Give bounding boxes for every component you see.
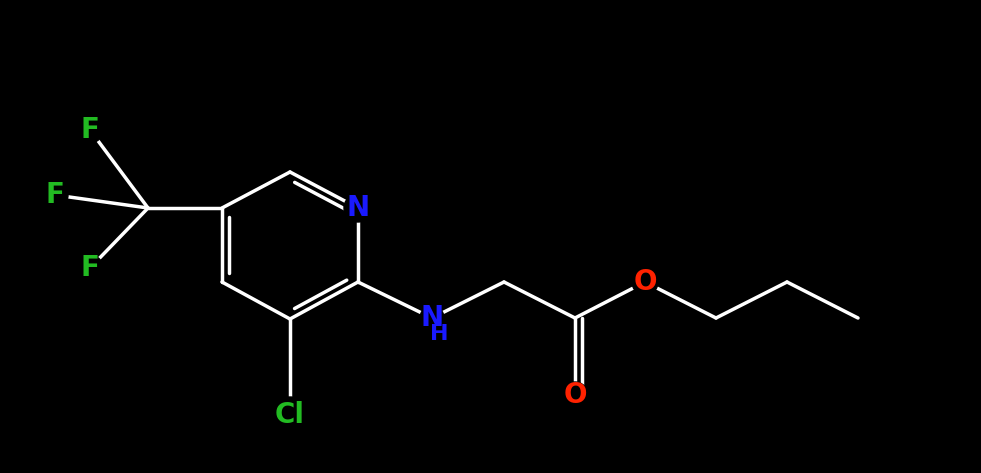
Circle shape [429, 324, 449, 344]
Text: Cl: Cl [275, 401, 305, 429]
Circle shape [77, 255, 103, 281]
Circle shape [272, 397, 308, 433]
Text: F: F [80, 254, 99, 282]
Circle shape [42, 182, 68, 208]
Circle shape [632, 269, 658, 295]
Circle shape [562, 382, 588, 408]
Circle shape [420, 306, 444, 330]
Text: F: F [80, 116, 99, 144]
Text: N: N [346, 194, 370, 222]
Circle shape [77, 117, 103, 143]
Text: N: N [421, 304, 443, 332]
Circle shape [344, 194, 372, 222]
Text: H: H [430, 324, 448, 344]
Text: O: O [634, 268, 656, 296]
Text: O: O [563, 381, 587, 409]
Text: F: F [45, 181, 65, 209]
